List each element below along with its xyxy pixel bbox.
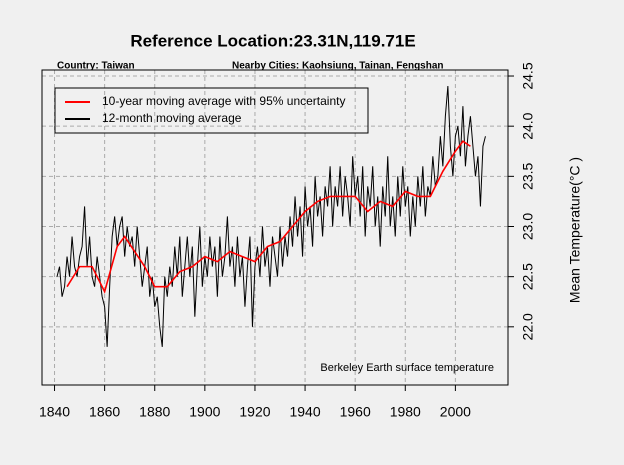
x-tick-label: 1940 bbox=[289, 404, 320, 420]
legend-label: 12-month moving average bbox=[102, 111, 242, 125]
subtitle-left: Country: Taiwan bbox=[57, 61, 135, 72]
line-series bbox=[56, 86, 486, 347]
plot-frame bbox=[41, 69, 509, 386]
y-axis-label: Mean Temperature(°C ) bbox=[567, 157, 583, 303]
y-tick-label: 23.5 bbox=[520, 163, 536, 190]
line-series bbox=[66, 140, 471, 294]
x-tick-label: 1920 bbox=[239, 404, 270, 420]
x-tick-label: 1980 bbox=[390, 404, 421, 420]
x-tick-label: 1880 bbox=[139, 404, 170, 420]
y-tick-label: 22.5 bbox=[520, 263, 536, 290]
x-tick-label: 1840 bbox=[39, 404, 70, 420]
y-tick-label: 24.0 bbox=[520, 112, 536, 139]
x-tick-label: 2000 bbox=[440, 404, 471, 420]
legend-box bbox=[54, 87, 369, 134]
legend: 10-year moving average with 95% uncertai… bbox=[54, 87, 369, 134]
x-tick-label: 1860 bbox=[89, 404, 120, 420]
y-tick-label: 23.0 bbox=[520, 213, 536, 240]
y-tick-label: 24.5 bbox=[520, 62, 536, 89]
x-tick-label: 1900 bbox=[189, 404, 220, 420]
annotation: Berkeley Earth surface temperature bbox=[320, 362, 494, 374]
y-tick-label: 22.0 bbox=[520, 313, 536, 340]
x-tick-label: 1960 bbox=[340, 404, 371, 420]
subtitle-right: Nearby Cities: Kaohsiung, Tainan, Fengsh… bbox=[232, 61, 444, 72]
chart-title: Reference Location:23.31N,119.71E bbox=[130, 31, 415, 50]
legend-label: 10-year moving average with 95% uncertai… bbox=[102, 94, 345, 108]
